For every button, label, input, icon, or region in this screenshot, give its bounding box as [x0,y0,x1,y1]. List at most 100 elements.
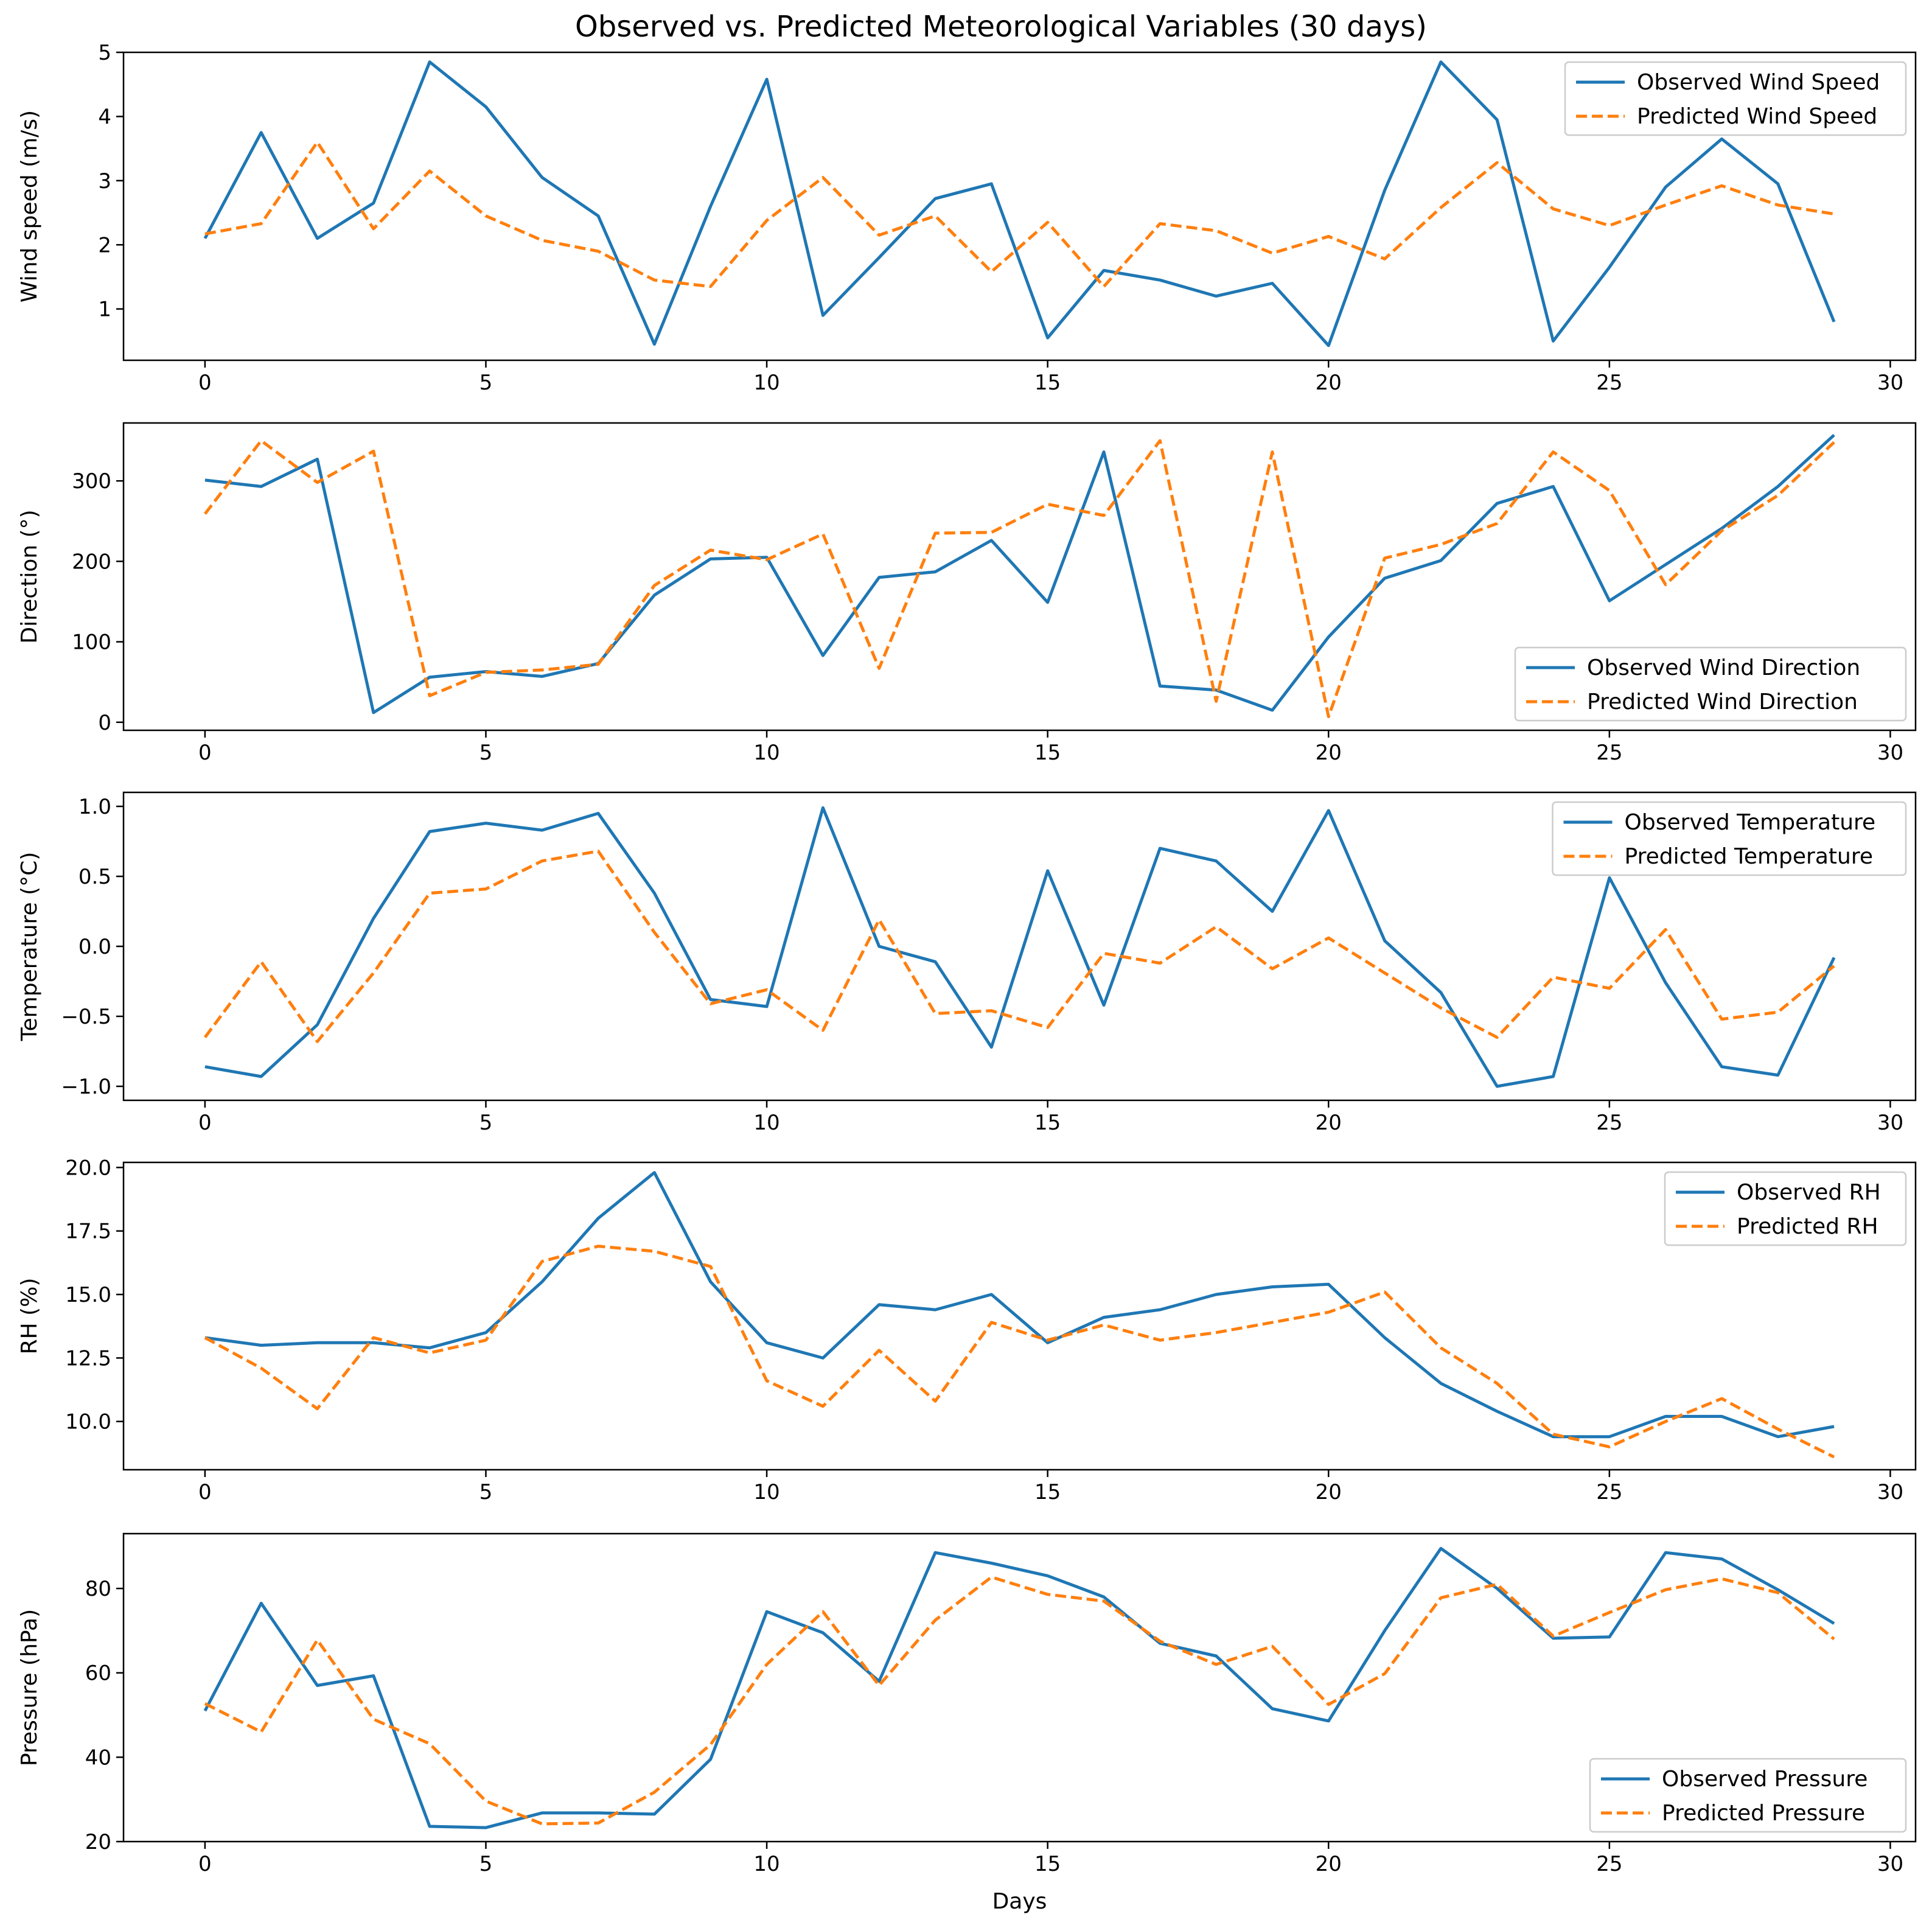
x-tick-label: 25 [1596,741,1622,765]
x-tick-label: 5 [480,1480,493,1504]
y-axis-label: RH (%) [17,1278,42,1355]
x-tick-label: 10 [753,1111,779,1135]
series-group [203,433,1835,718]
y-tick-label: 100 [72,630,111,655]
x-tick-label: 10 [753,741,779,765]
legend-label: Observed Temperature [1625,810,1876,835]
x-tick-label: 15 [1034,1111,1061,1135]
observed-series-line [204,806,1836,1088]
x-tick-label: 20 [1316,371,1342,395]
subplot-1: 0 5 10 15 20 25 30 1 2 3 4 5 Wind speed (m/s) Observe… [17,41,1917,395]
x-tick-label: 10 [753,371,779,395]
x-tick-label: 25 [1596,1111,1622,1135]
y-tick-label: 300 [72,469,111,494]
x-tick-label: 25 [1596,1480,1622,1504]
legend-frame [1664,1171,1907,1246]
legend-frame [1552,801,1907,876]
y-tick-label: 40 [85,1745,111,1770]
y-axis-label: Temperature (°C) [17,852,42,1042]
x-tick-label: 5 [480,1852,493,1876]
observed-series-line [204,433,1835,714]
x-tick-label: 20 [1316,1852,1342,1876]
y-tick-label: 3 [98,169,111,194]
series-group [203,60,1836,348]
x-tick-label: 5 [480,1111,493,1135]
axes-frame [122,791,1917,1102]
x-tick-label: 20 [1316,1111,1342,1135]
y-axis-label: Pressure (hPa) [17,1609,42,1766]
subplot-4: 0 5 10 15 20 25 30 10.0 12.5 15.0 17.5 20.0 RH (%) Ob… [17,1156,1917,1504]
y-tick-label: 1 [98,298,111,322]
legend-label: Observed Wind Direction [1587,655,1860,680]
legend-label: Observed Pressure [1662,1767,1867,1792]
predicted-series-line [204,1575,1835,1826]
y-tick-label: 0 [98,711,111,735]
y-tick-label: 20 [85,1830,111,1854]
y-tick-label: 200 [72,550,111,574]
x-tick-label: 20 [1316,1480,1342,1504]
y-axis-label: Wind speed (m/s) [17,110,42,302]
predicted-series-line [203,850,1835,1043]
axes-frame [122,1532,1917,1843]
y-tick-label: 10.0 [65,1410,111,1434]
y-tick-label: 0.5 [78,865,111,889]
x-axis-label: Days [992,1889,1047,1914]
legend: Observed Temperature Predicted Temperatur… [1552,801,1907,876]
predicted-series-line [204,141,1835,288]
predicted-series-line [203,439,1835,718]
subplot-5: 0 5 10 15 20 25 30 20 40 60 80 Pressure (hPa) Days Ob… [17,1532,1917,1914]
x-tick-label: 0 [198,741,212,765]
observed-series-line [203,60,1836,348]
axes-frame [122,1161,1917,1471]
x-tick-label: 0 [198,1852,212,1876]
legend: Observed Pressure Predicted Pressure [1589,1758,1907,1833]
legend-label: Observed Wind Speed [1637,70,1880,95]
series-group [203,806,1836,1088]
predicted-series-line [204,1245,1835,1459]
x-tick-label: 30 [1877,1480,1903,1504]
legend-frame [1564,61,1907,136]
y-tick-label: 60 [85,1661,111,1686]
legend: Observed Wind Direction Predicted Wind Di… [1514,646,1907,722]
y-tick-label: 80 [85,1577,111,1601]
legend-frame [1514,646,1907,722]
x-tick-label: 20 [1316,741,1342,765]
x-tick-label: 25 [1596,1852,1622,1876]
x-tick-label: 0 [198,1111,212,1135]
y-tick-label: 4 [98,105,111,129]
axes-frame [122,51,1917,362]
x-tick-label: 10 [753,1852,779,1876]
subplot-3: 0 5 10 15 20 25 30 −1.0 −0.5 0.0 0.5 1.0 Temperature… [17,791,1917,1135]
legend-label: Observed RH [1737,1180,1881,1205]
subplots: 0 5 10 15 20 25 30 1 2 3 4 5 Wind speed (m/s) Observe… [17,41,1917,1914]
x-tick-label: 25 [1596,371,1622,395]
x-tick-label: 15 [1034,1480,1061,1504]
x-tick-label: 5 [480,371,493,395]
x-tick-label: 15 [1034,741,1061,765]
legend-label: Predicted Wind Direction [1587,690,1858,714]
y-tick-label: 12.5 [65,1346,111,1371]
legend: Observed Wind Speed Predicted Wind Speed [1564,61,1907,136]
y-tick-label: 5 [98,41,111,65]
y-tick-label: 17.5 [65,1220,111,1244]
x-tick-label: 0 [198,371,212,395]
x-tick-label: 5 [480,741,493,765]
legend-label: Predicted Pressure [1662,1801,1865,1826]
y-tick-label: −1.0 [61,1075,111,1099]
figure-title: Observed vs. Predicted Meteorological Va… [575,10,1427,44]
x-tick-label: 0 [198,1480,212,1504]
legend: Observed RH Predicted RH [1664,1171,1907,1246]
y-axis-label: Direction (°) [17,509,42,643]
y-tick-label: 20.0 [65,1156,111,1180]
y-tick-label: 1.0 [78,795,111,819]
x-tick-label: 30 [1877,1111,1903,1135]
legend-label: Predicted RH [1737,1214,1878,1239]
legend-frame [1589,1758,1907,1833]
x-tick-label: 30 [1877,741,1903,765]
x-tick-label: 30 [1877,1852,1903,1876]
y-tick-label: 2 [98,233,111,257]
axes-frame [122,422,1917,732]
x-tick-label: 10 [753,1480,779,1504]
